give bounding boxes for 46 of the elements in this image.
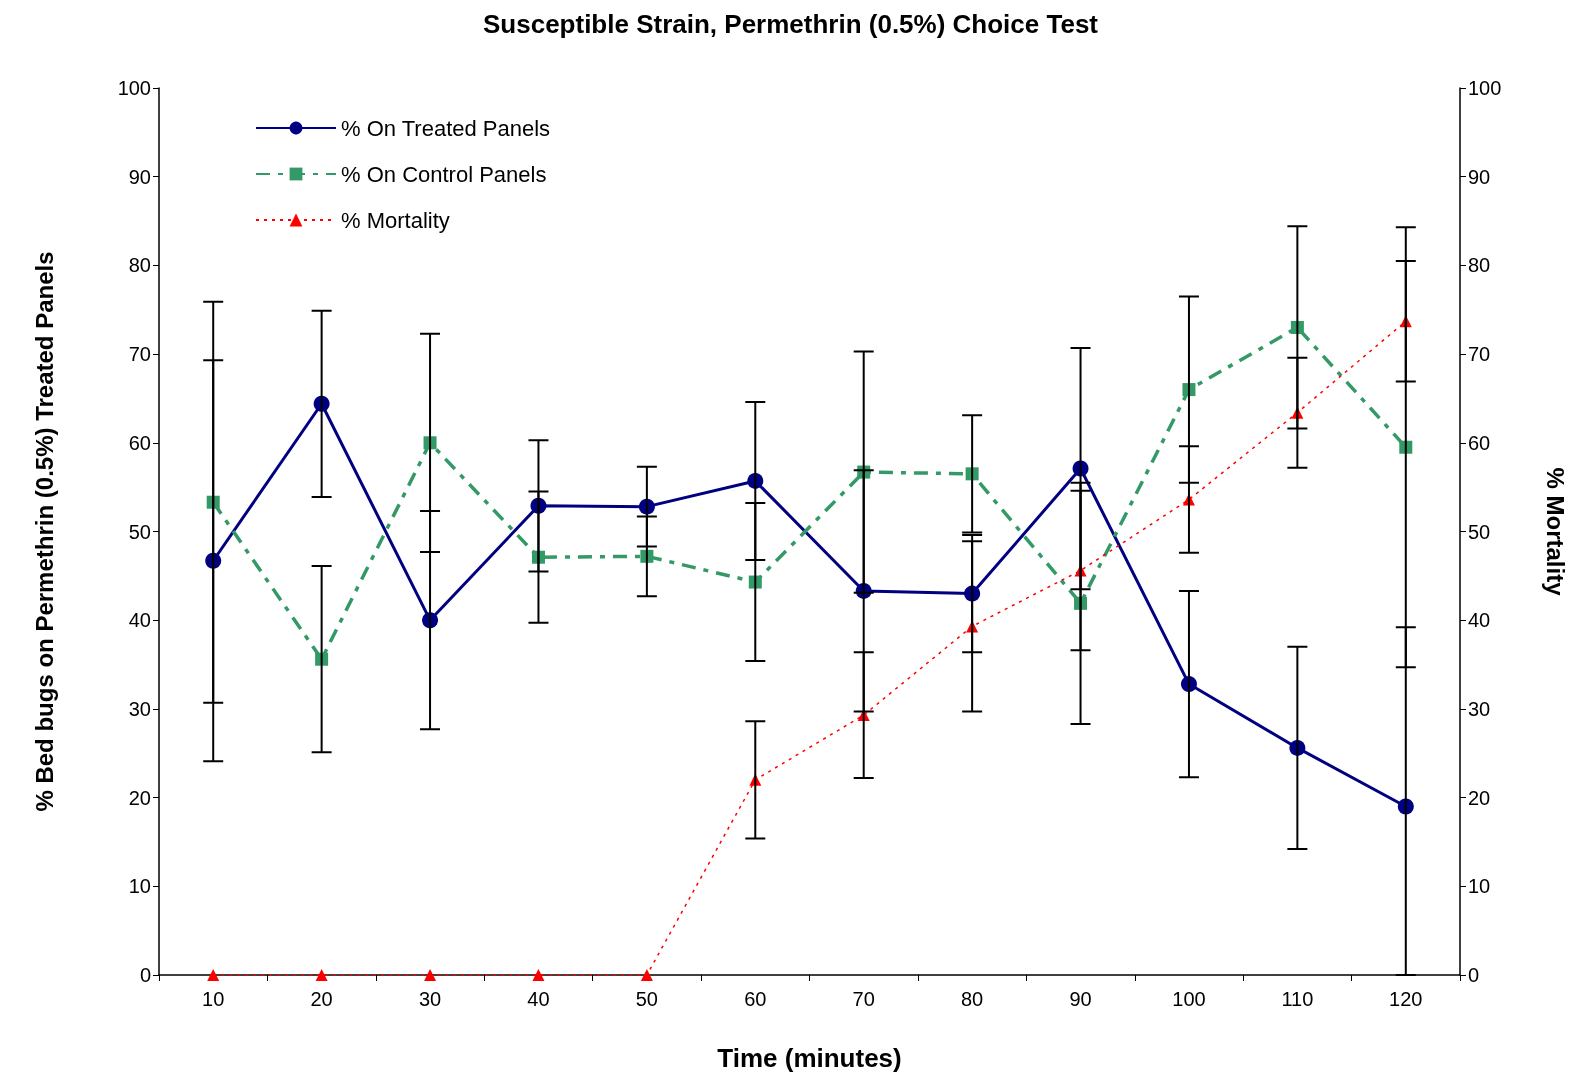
x-tick-label: 60 [744, 988, 767, 1010]
y-tick-label: 40 [128, 609, 151, 632]
chart-title: Susceptible Strain, Permethrin (0.5%) Choice Test [482, 9, 1099, 39]
point [640, 969, 653, 981]
y-axis-title: % Bed bugs on Permethrin (0.5%) Treated Panels [30, 251, 58, 812]
point [532, 969, 545, 981]
point [315, 969, 328, 981]
y-tick-label: 100 [117, 77, 151, 99]
x-axis-title: Time (minutes) [717, 1043, 902, 1073]
y-tick-label: 0 [139, 964, 151, 986]
x-tick-label: 70 [852, 988, 875, 1010]
legend-label: % Mortality [341, 207, 450, 233]
y2-tick-label: 30 [1468, 697, 1491, 720]
y-tick-label: 90 [128, 165, 151, 188]
y-tick-label: 30 [128, 697, 151, 720]
x-tick-label: 120 [1389, 988, 1423, 1010]
y2-tick-label: 50 [1468, 520, 1491, 543]
x-tick-label: 80 [961, 988, 984, 1010]
y2-tick-label: 20 [1468, 786, 1491, 809]
x-tick-label: 10 [202, 988, 225, 1010]
y-tick-label: 60 [128, 431, 151, 454]
legend-label: % On Treated Panels [341, 115, 551, 141]
point [207, 969, 220, 981]
y2-tick-label: 0 [1468, 964, 1480, 986]
y2-tick-label: 10 [1468, 875, 1491, 898]
x-tick-label: 50 [635, 988, 658, 1010]
y-tick-label: 10 [128, 875, 151, 898]
legend-label: % On Control Panels [341, 161, 547, 187]
y2-tick-label: 40 [1468, 609, 1491, 632]
y-tick-label: 80 [128, 254, 151, 277]
x-tick-label: 30 [418, 988, 442, 1010]
point [424, 969, 437, 981]
y2-tick-label: 60 [1468, 431, 1491, 454]
y-tick-label: 70 [128, 343, 151, 366]
y2-tick-label: 70 [1468, 343, 1491, 366]
y2-tick-label: 90 [1468, 165, 1491, 188]
x-tick-label: 40 [527, 988, 550, 1010]
x-tick-label: 100 [1172, 988, 1206, 1010]
y2-axis-title: % Mortality [1541, 467, 1569, 597]
y2-tick-label: 100 [1468, 77, 1502, 99]
x-tick-label: 20 [310, 988, 333, 1010]
x-tick-label: 110 [1281, 988, 1314, 1010]
x-tick-label: 90 [1069, 988, 1092, 1010]
y2-tick-label: 80 [1468, 254, 1491, 277]
y-tick-label: 50 [128, 520, 151, 543]
y-tick-label: 20 [128, 786, 151, 809]
